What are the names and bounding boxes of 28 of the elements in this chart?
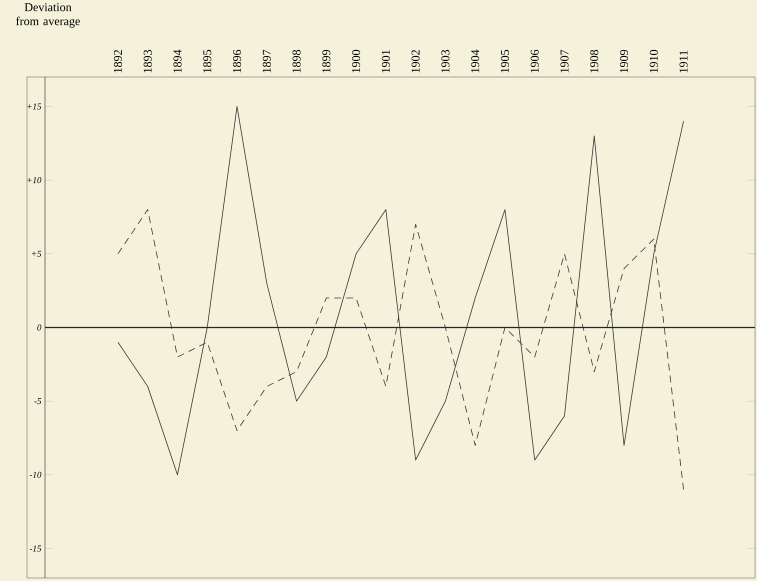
- y-tick-label: 0: [37, 324, 42, 331]
- x-tick-label: 1897: [262, 50, 271, 72]
- x-tick-label: 1902: [412, 50, 420, 72]
- y-tick-label: +15: [27, 103, 42, 110]
- x-tick-label: 1896: [232, 50, 242, 72]
- x-tick-label: 1904: [471, 50, 480, 72]
- x-tick-label: 1895: [203, 50, 212, 72]
- x-tick-label: 1898: [292, 50, 301, 72]
- x-tick-label: 1901: [382, 50, 390, 72]
- x-tick-label: 1903: [441, 50, 450, 72]
- x-tick-label: 1892: [114, 50, 122, 72]
- y-axis-title: Deviation from average: [16, 3, 80, 28]
- x-tick-label: 1911: [680, 50, 688, 72]
- y-tick-label: +5: [32, 250, 42, 257]
- y-tick-label: -5: [34, 398, 42, 404]
- y-tick-label: -15: [30, 546, 42, 552]
- x-tick-label: 1906: [530, 50, 539, 72]
- x-tick-label: 1907: [560, 50, 569, 72]
- x-tick-label: 1910: [650, 50, 658, 72]
- y-tick-label: +10: [27, 177, 42, 184]
- x-tick-label: 1909: [620, 50, 628, 72]
- x-tick-label: 1899: [322, 50, 330, 72]
- x-tick-label: 1908: [590, 50, 598, 72]
- y-tick-label: -10: [30, 472, 42, 478]
- x-tick-label: 1893: [144, 50, 152, 72]
- x-tick-label: 1894: [173, 50, 182, 72]
- x-tick-label: 1905: [500, 50, 509, 72]
- x-tick-label: 1900: [352, 50, 360, 72]
